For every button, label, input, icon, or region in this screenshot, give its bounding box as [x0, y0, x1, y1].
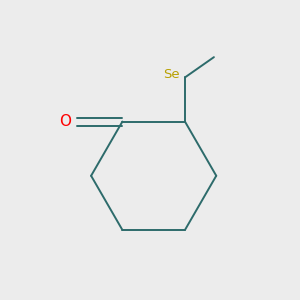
Text: O: O	[59, 114, 71, 129]
Text: Se: Se	[163, 68, 180, 81]
